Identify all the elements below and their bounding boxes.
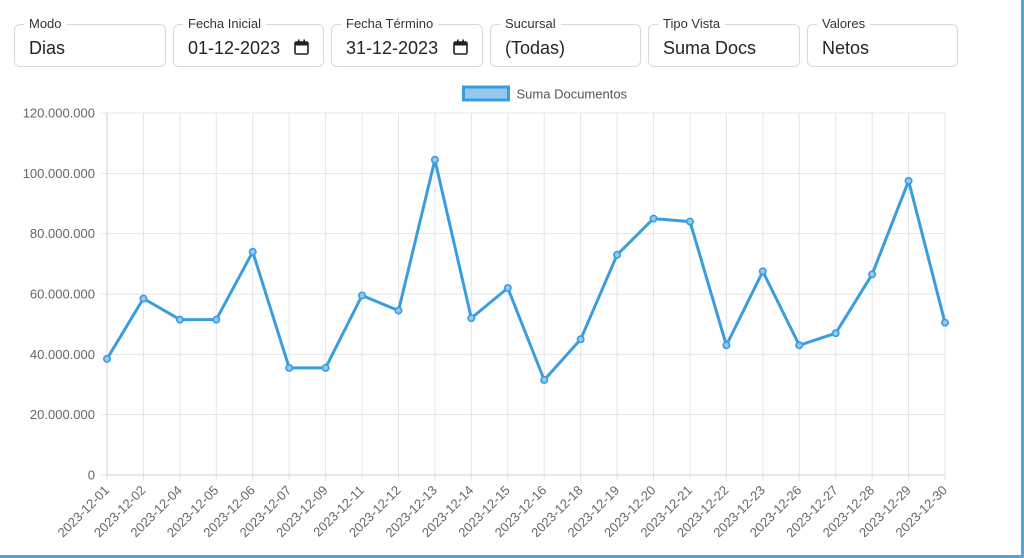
data-point [685, 217, 694, 226]
y-tick-label: 40.000.000 [30, 347, 95, 362]
data-point [321, 363, 330, 372]
modo-value: Dias [29, 38, 66, 58]
data-point [503, 283, 512, 292]
y-tick-label: 80.000.000 [30, 226, 95, 241]
data-point [795, 341, 804, 350]
data-point [540, 375, 549, 384]
y-tick-label: 120.000.000 [23, 106, 95, 121]
data-point [467, 314, 476, 323]
tipo-vista-label: Tipo Vista [658, 16, 726, 32]
fecha-inicial-input[interactable]: Fecha Inicial 01-12-2023 [173, 16, 324, 67]
y-tick-label: 60.000.000 [30, 287, 95, 302]
series-line [105, 158, 947, 382]
fecha-termino-value: 31-12-2023 [346, 38, 439, 58]
sucursal-label: Sucursal [500, 16, 561, 32]
legend-label: Suma Documentos [517, 87, 628, 102]
data-point [358, 291, 367, 300]
data-point [613, 250, 622, 259]
data-point [868, 270, 877, 279]
fecha-termino-label: Fecha Término [341, 16, 439, 32]
y-tick-label: 100.000.000 [23, 166, 95, 181]
data-point [394, 306, 403, 315]
y-tick-label: 0 [88, 468, 95, 483]
window-frame-bottom [0, 555, 1024, 558]
data-point [758, 267, 767, 276]
fecha-termino-input[interactable]: Fecha Término 31-12-2023 [331, 16, 483, 67]
data-point [175, 315, 184, 324]
tipo-vista-value: Suma Docs [663, 38, 757, 58]
valores-label: Valores [817, 16, 871, 32]
legend-swatch [462, 85, 510, 102]
data-point [940, 318, 949, 327]
sucursal-select[interactable]: Sucursal (Todas) [490, 16, 641, 67]
calendar-icon[interactable] [453, 39, 468, 55]
calendar-icon[interactable] [294, 39, 309, 55]
data-point [430, 155, 439, 164]
valores-value: Netos [822, 38, 870, 58]
data-point [248, 247, 257, 256]
data-point [576, 335, 585, 344]
data-point [649, 214, 658, 223]
fecha-inicial-value: 01-12-2023 [188, 38, 281, 58]
modo-label: Modo [24, 16, 67, 32]
y-tick-label: 20.000.000 [30, 407, 95, 422]
data-point [103, 354, 112, 363]
filter-bar: Modo Dias Fecha Inicial 01-12-2023 Fecha… [0, 0, 1024, 70]
data-point [831, 329, 840, 338]
data-point [722, 341, 731, 350]
sucursal-value: (Todas) [505, 38, 566, 58]
tipo-vista-select[interactable]: Tipo Vista Suma Docs [648, 16, 800, 67]
data-point [139, 294, 148, 303]
data-point [285, 363, 294, 372]
line-chart: 0 20.000.000 40.000.000 60.000.000 80.000.00… [23, 85, 950, 540]
data-point [212, 315, 221, 324]
window-frame-right [1021, 0, 1024, 558]
fecha-inicial-label: Fecha Inicial [183, 16, 266, 32]
modo-select[interactable]: Modo Dias [14, 16, 166, 67]
valores-select[interactable]: Valores Netos [807, 16, 958, 67]
data-point [904, 176, 913, 185]
